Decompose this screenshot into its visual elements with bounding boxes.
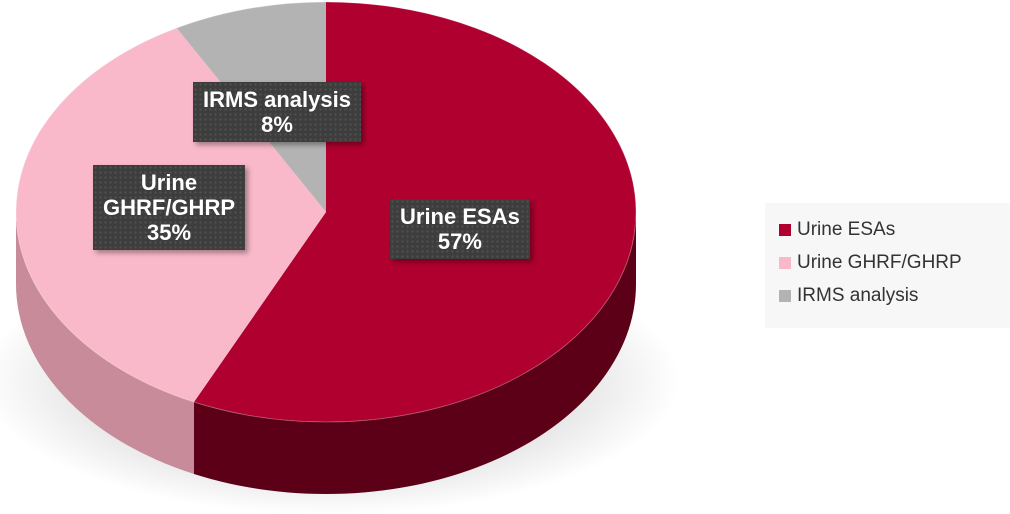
data-label-name: Urine ESAs [400,204,520,229]
legend-item-urine-ghrf-ghrp[interactable]: Urine GHRF/GHRP [779,246,1010,279]
data-label-percent: 57% [437,229,482,254]
legend-label: Urine GHRF/GHRP [797,251,962,273]
legend-swatch [779,289,791,302]
legend-swatch [779,223,791,236]
data-label-percent: 35% [146,220,192,245]
legend-swatch [779,256,791,269]
pie-3d-sides [16,212,636,494]
legend-item-urine-esas[interactable]: Urine ESAs [779,213,1010,246]
data-label-percent: 8% [261,112,293,137]
data-label-urine-esas: Urine ESAs 57% [390,199,530,259]
data-label-name: IRMS analysis [203,87,351,112]
pie-top-rim [15,1,637,423]
legend-label: IRMS analysis [797,284,919,306]
data-label-name-line2: GHRF/GHRP [103,195,235,220]
data-label-urine-ghrf-ghrp: Urine GHRF/GHRP 35% [93,165,245,250]
data-label-name: Urine [140,170,198,195]
pie-side-urine-ghrf-ghrp [16,212,195,475]
data-label-irms-analysis: IRMS analysis 8% [193,82,361,142]
chart-legend: Urine ESAs Urine GHRF/GHRP IRMS analysis [765,203,1010,328]
pie-side-urine-esas [194,212,636,494]
legend-label: Urine ESAs [797,218,896,240]
legend-item-irms-analysis[interactable]: IRMS analysis [779,279,1010,312]
